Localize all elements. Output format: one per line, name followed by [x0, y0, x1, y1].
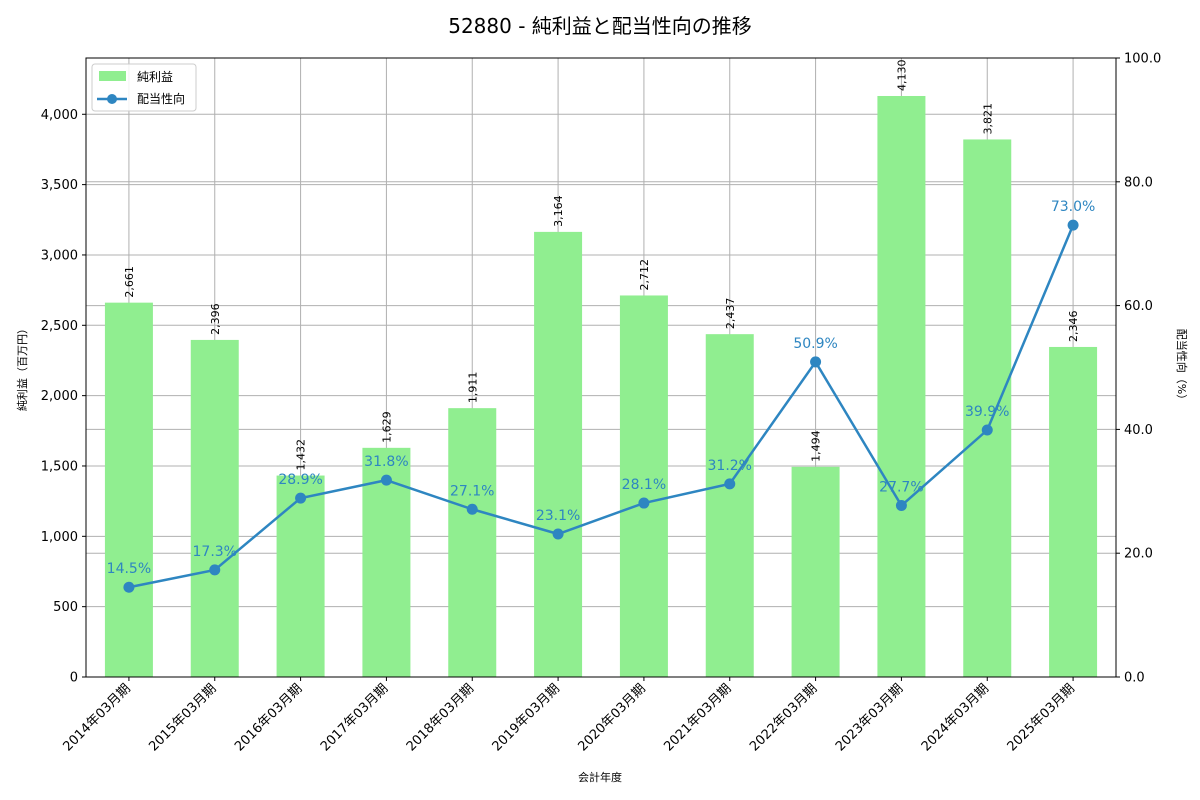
- y-tick-left: 0: [70, 671, 78, 686]
- line-value-label: 27.7%: [879, 480, 923, 496]
- legend-marker-icon: [107, 94, 117, 104]
- y-axis-right: 0.0 20.0 40.0 60.0 80.0 100.0: [1116, 52, 1161, 686]
- x-tick-label: 2016年03月期: [232, 681, 305, 754]
- line-value-label: 50.9%: [793, 336, 837, 352]
- x-tick-label: 2024年03月期: [919, 681, 992, 754]
- bar: [104, 302, 153, 677]
- legend: 純利益 配当性向: [91, 63, 197, 112]
- line-value-label: 39.9%: [965, 404, 1009, 420]
- line-marker: [1067, 219, 1079, 231]
- line-value-label: 14.5%: [107, 561, 151, 577]
- line-value-label: 28.1%: [622, 477, 666, 493]
- line-marker: [466, 503, 478, 515]
- bar-value-label: 1,494: [810, 430, 823, 462]
- bar: [1049, 346, 1098, 677]
- x-axis-label: 会計年度: [578, 770, 622, 784]
- line-marker: [209, 564, 221, 576]
- line-series-payout-ratio: [123, 219, 1079, 593]
- bar: [448, 408, 497, 677]
- bar: [619, 295, 668, 677]
- bar: [534, 231, 583, 677]
- legend-label-payout-ratio: 配当性向: [137, 91, 185, 106]
- bar: [791, 466, 840, 677]
- y-tick-left: 500: [53, 600, 78, 615]
- y-tick-left: 3,500: [41, 178, 78, 193]
- bar-value-label: 3,164: [552, 195, 565, 227]
- line-marker: [295, 492, 307, 504]
- y-tick-left: 1,000: [41, 530, 78, 545]
- bar-value-label: 1,629: [380, 411, 393, 443]
- y-tick-left: 2,000: [41, 389, 78, 404]
- x-tick-label: 2022年03月期: [747, 681, 820, 754]
- y-tick-right: 40.0: [1124, 423, 1153, 438]
- bar-value-label: 3,821: [981, 103, 994, 135]
- plot-frame: [85, 57, 1117, 678]
- x-tick-label: 2023年03月期: [833, 681, 906, 754]
- x-tick-label: 2020年03月期: [575, 681, 648, 754]
- line-value-label: 28.9%: [278, 472, 322, 488]
- bar-value-label: 1,911: [466, 372, 479, 404]
- grid-lines: [86, 57, 1116, 678]
- x-tick-label: 2025年03月期: [1005, 681, 1078, 754]
- bar: [877, 95, 926, 678]
- line-marker: [810, 356, 822, 368]
- x-tick-label: 2015年03月期: [146, 681, 219, 754]
- line-marker: [638, 497, 650, 509]
- y-tick-left: 4,000: [41, 108, 78, 123]
- x-axis: 2014年03月期 2015年03月期 2016年03月期 2017年03月期 2018…: [60, 677, 1078, 755]
- y-tick-right: 80.0: [1124, 175, 1153, 190]
- bar-value-label: 2,346: [1067, 310, 1080, 342]
- x-tick-label: 2017年03月期: [318, 681, 391, 754]
- y-axis-left: 0 500 1,000 1,500 2,000 2,500 3,000 3,500 4,000: [41, 108, 86, 686]
- y-tick-right: 20.0: [1124, 547, 1153, 562]
- bar-data-labels: 2,661 2,396 1,432 1,629 1,911 3,164 2,712 2,437…: [123, 59, 1080, 470]
- x-tick-label: 2019年03月期: [490, 681, 563, 754]
- y-tick-left: 2,500: [41, 319, 78, 334]
- x-tick-label: 2021年03月期: [661, 681, 734, 754]
- y-axis-right-label: 配当性向（%）: [1175, 329, 1189, 405]
- y-tick-left: 3,000: [41, 248, 78, 263]
- line-value-label: 31.8%: [364, 454, 408, 470]
- bar: [963, 139, 1012, 677]
- line-value-label: 17.3%: [193, 544, 237, 560]
- y-axis-left-label: 純利益（百万円）: [15, 323, 29, 411]
- line-value-label: 73.0%: [1051, 199, 1095, 215]
- line-value-label: 27.1%: [450, 483, 494, 499]
- bar-value-label: 4,130: [895, 59, 908, 91]
- bar: [276, 475, 325, 677]
- y-tick-right: 0.0: [1124, 671, 1145, 686]
- bar-value-label: 1,432: [295, 439, 308, 471]
- bar-value-label: 2,437: [724, 298, 737, 330]
- y-tick-right: 60.0: [1124, 299, 1153, 314]
- line-marker: [552, 528, 564, 540]
- chart-title: 52880 - 純利益と配当性向の推移: [448, 14, 752, 38]
- bar-value-label: 2,396: [209, 303, 222, 335]
- line-marker: [981, 424, 993, 436]
- payout-line: [128, 224, 1075, 589]
- line-value-label: 31.2%: [708, 458, 752, 474]
- line-marker: [123, 581, 135, 593]
- legend-label-net-income: 純利益: [137, 70, 173, 84]
- legend-bar-swatch: [99, 71, 126, 81]
- bar: [190, 339, 239, 677]
- bar-series-net-income: [104, 95, 1098, 678]
- line-marker: [380, 474, 392, 486]
- x-tick-label: 2018年03月期: [404, 681, 477, 754]
- line-data-labels: 14.5% 17.3% 28.9% 31.8% 27.1% 23.1% 28.1% 31.2%…: [107, 199, 1096, 577]
- x-tick-label: 2014年03月期: [60, 681, 133, 754]
- line-marker: [895, 500, 907, 512]
- line-marker: [724, 478, 736, 490]
- y-tick-left: 1,500: [41, 459, 78, 474]
- bar-value-label: 2,712: [638, 259, 651, 291]
- y-tick-right: 100.0: [1124, 52, 1161, 67]
- bar: [705, 334, 754, 677]
- bar-value-label: 2,661: [123, 266, 136, 298]
- line-value-label: 23.1%: [536, 508, 580, 524]
